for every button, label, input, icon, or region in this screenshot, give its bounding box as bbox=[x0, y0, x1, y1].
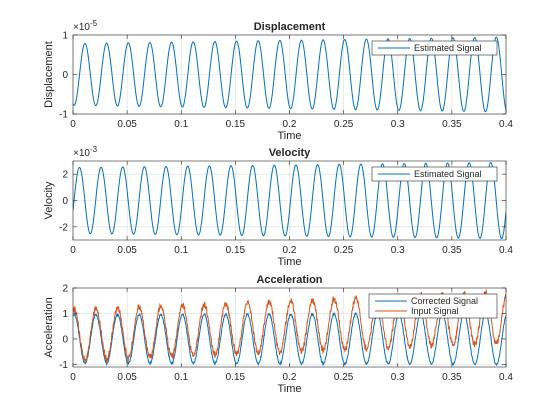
x-tick-label: 0.4 bbox=[499, 119, 513, 130]
x-tick-label: 0.4 bbox=[499, 245, 513, 256]
series-line-input-signal bbox=[73, 289, 506, 364]
x-tick-label: 0.15 bbox=[226, 119, 246, 130]
legend-entry: Input Signal bbox=[411, 306, 459, 316]
x-tick-label: 0.1 bbox=[174, 372, 188, 383]
x-axis-label: Time bbox=[277, 256, 301, 268]
y-axis-label: Acceleration bbox=[43, 297, 55, 358]
y-exponent: -5 bbox=[90, 19, 98, 28]
x-tick-label: 0.15 bbox=[226, 372, 246, 383]
y-exponent: -3 bbox=[90, 145, 98, 154]
legend: Estimated Signal bbox=[371, 40, 498, 56]
legend-box bbox=[371, 40, 498, 56]
y-tick-label: -1 bbox=[59, 110, 68, 121]
x-tick-label: 0.4 bbox=[499, 372, 513, 383]
x-tick-label: 0.05 bbox=[117, 372, 137, 383]
y-tick-label: -1 bbox=[59, 360, 68, 371]
legend-entry: Estimated Signal bbox=[414, 43, 482, 53]
x-tick-label: 0.25 bbox=[334, 245, 354, 256]
subplot-title: Acceleration bbox=[256, 274, 322, 286]
y-tick-label: 2 bbox=[62, 170, 68, 181]
subplot-title: Velocity bbox=[269, 147, 311, 159]
x-tick-label: 0.25 bbox=[334, 119, 354, 130]
x-axis-label: Time bbox=[277, 130, 301, 142]
legend-box bbox=[371, 166, 498, 182]
y-axis-label: Velocity bbox=[43, 181, 55, 219]
x-tick-label: 0 bbox=[70, 372, 76, 383]
subplot-displacement: 0 0.05 0.1 0.15 0.2 0.25 0.3 0.35 0.4-101×10-5 Di… bbox=[43, 19, 513, 142]
x-axis-label: Time bbox=[277, 383, 301, 395]
y-exponent-label: ×10-3 bbox=[73, 145, 98, 159]
x-tick-label: 0 bbox=[70, 119, 76, 130]
x-tick-label: 0.35 bbox=[442, 119, 462, 130]
x-tick-label: 0.1 bbox=[174, 245, 188, 256]
legend-box bbox=[368, 293, 498, 319]
x-tick-label: 0.3 bbox=[391, 119, 405, 130]
x-tick-label: 0.05 bbox=[117, 119, 137, 130]
series-line-estimated-signal bbox=[73, 161, 506, 240]
y-tick-label: -2 bbox=[59, 222, 68, 233]
y-tick-label: 1 bbox=[62, 31, 68, 42]
x-tick-label: 0.15 bbox=[226, 245, 246, 256]
y-axis-label: Displacement bbox=[43, 41, 55, 108]
x-tick-label: 0.25 bbox=[334, 372, 354, 383]
x-tick-label: 0.05 bbox=[117, 245, 137, 256]
y-tick-label: 0 bbox=[62, 196, 68, 207]
x-tick-label: 0.2 bbox=[283, 119, 297, 130]
x-tick-label: 0.2 bbox=[283, 245, 297, 256]
x-tick-label: 0.35 bbox=[442, 372, 462, 383]
y-tick-label: 1 bbox=[62, 309, 68, 320]
subplot-title: Displacement bbox=[254, 21, 326, 33]
legend-entry: Corrected Signal bbox=[411, 296, 478, 306]
legend-entry: Estimated Signal bbox=[414, 169, 482, 179]
legend: Estimated Signal bbox=[371, 166, 498, 182]
y-tick-label: 2 bbox=[62, 284, 68, 295]
y-tick-label: 0 bbox=[62, 334, 68, 345]
subplot-velocity: 0 0.05 0.1 0.15 0.2 0.25 0.3 0.35 0.4 -2 0 2 ×10-3 Ve… bbox=[43, 145, 513, 268]
x-tick-label: 0.2 bbox=[283, 372, 297, 383]
subplot-acceleration: 0 0.05 0.1 0.15 0.2 0.25 0.3 0.35 0.4-1012Accele… bbox=[43, 274, 513, 395]
x-tick-label: 0.3 bbox=[391, 245, 405, 256]
x-tick-label: 0 bbox=[70, 245, 76, 256]
x-tick-label: 0.3 bbox=[391, 372, 405, 383]
y-exponent-label: ×10-5 bbox=[73, 19, 98, 33]
x-tick-label: 0.1 bbox=[174, 119, 188, 130]
y-tick-label: 0 bbox=[62, 70, 68, 81]
x-tick-label: 0.35 bbox=[442, 245, 462, 256]
series-line-corrected-signal bbox=[73, 311, 506, 367]
